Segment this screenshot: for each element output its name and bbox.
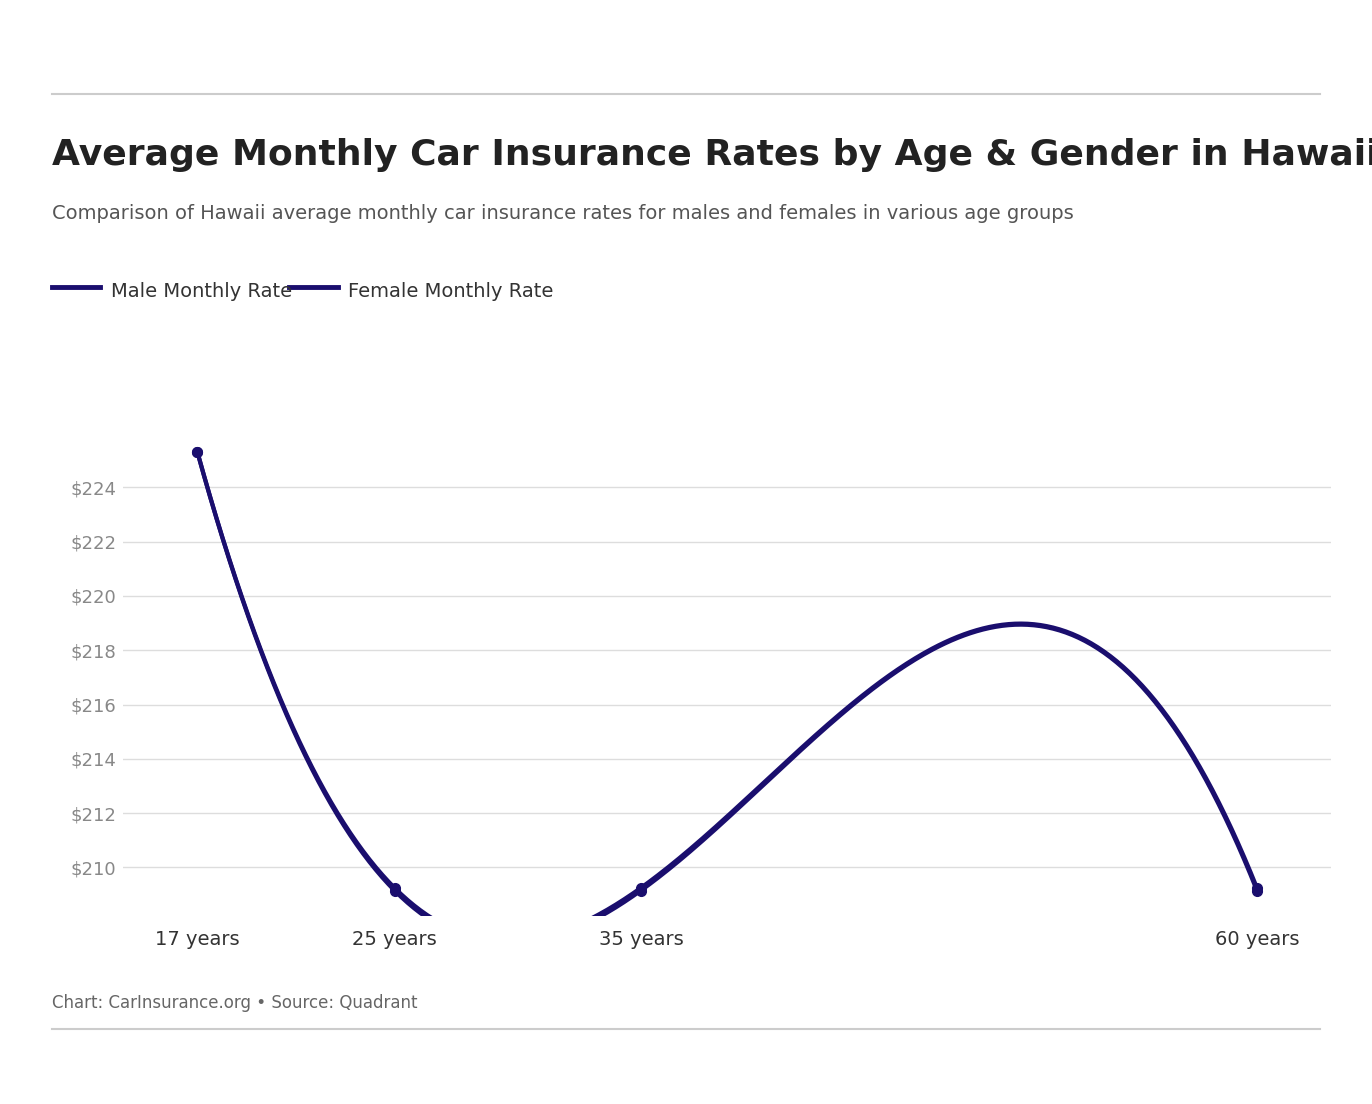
Text: Average Monthly Car Insurance Rates by Age & Gender in Hawaii: Average Monthly Car Insurance Rates by A… xyxy=(52,138,1372,172)
Text: Chart: CarInsurance.org • Source: Quadrant: Chart: CarInsurance.org • Source: Quadra… xyxy=(52,994,417,1011)
Text: Comparison of Hawaii average monthly car insurance rates for males and females i: Comparison of Hawaii average monthly car… xyxy=(52,204,1074,223)
Text: Male Monthly Rate: Male Monthly Rate xyxy=(111,282,292,300)
Text: Female Monthly Rate: Female Monthly Rate xyxy=(348,282,554,300)
